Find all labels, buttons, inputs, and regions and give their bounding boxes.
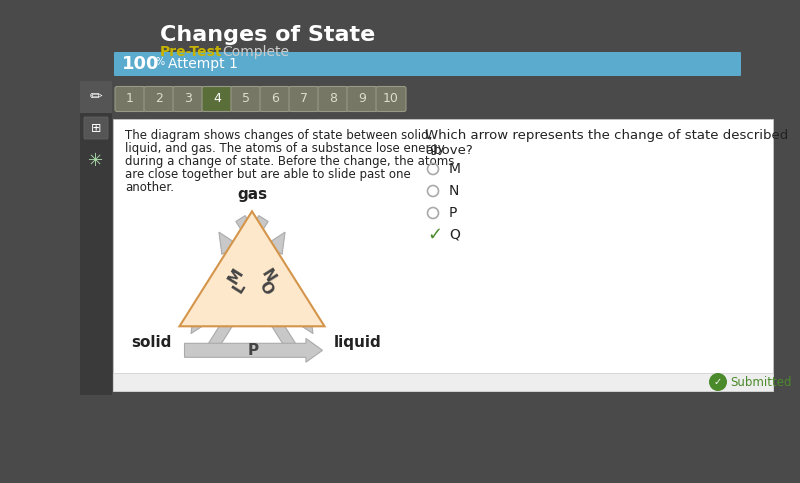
FancyArrow shape [191, 215, 268, 334]
Text: gas: gas [237, 187, 267, 202]
Text: 10: 10 [383, 93, 399, 105]
Text: 6: 6 [271, 93, 279, 105]
Polygon shape [179, 211, 325, 327]
Bar [80, 81, 112, 113]
Text: 7: 7 [300, 93, 308, 105]
FancyBboxPatch shape [231, 86, 261, 112]
Text: 100: 100 [122, 55, 159, 73]
Text: liquid, and gas. The atoms of a substance lose energy: liquid, and gas. The atoms of a substanc… [125, 142, 445, 155]
Text: ✏: ✏ [90, 89, 102, 104]
FancyBboxPatch shape [84, 117, 108, 139]
Text: P: P [449, 206, 458, 220]
Text: during a change of state. Before the change, the atoms: during a change of state. Before the cha… [125, 155, 454, 168]
Text: 3: 3 [184, 93, 192, 105]
Text: ✓: ✓ [714, 377, 722, 387]
Text: 5: 5 [242, 93, 250, 105]
Text: liquid: liquid [334, 335, 382, 350]
Text: O: O [255, 278, 275, 297]
Text: The diagram shows changes of state between solid,: The diagram shows changes of state betwe… [125, 129, 432, 142]
Text: N: N [258, 267, 278, 285]
FancyArrow shape [185, 339, 322, 362]
Text: N: N [449, 184, 459, 198]
Text: Changes of State: Changes of State [160, 25, 375, 45]
Text: are close together but are able to slide past one: are close together but are able to slide… [125, 168, 410, 181]
FancyBboxPatch shape [376, 86, 406, 112]
Text: Which arrow represents the change of state described: Which arrow represents the change of sta… [425, 129, 788, 142]
Text: L: L [231, 280, 249, 296]
FancyBboxPatch shape [347, 86, 377, 112]
Text: another.: another. [125, 181, 174, 194]
Text: P: P [248, 343, 259, 358]
Bar [113, 373, 773, 391]
Bar [113, 119, 773, 391]
Text: 8: 8 [329, 93, 337, 105]
FancyBboxPatch shape [114, 52, 741, 76]
FancyBboxPatch shape [318, 86, 348, 112]
FancyBboxPatch shape [115, 86, 145, 112]
FancyBboxPatch shape [144, 86, 174, 112]
FancyArrow shape [208, 232, 285, 350]
Text: 1: 1 [126, 93, 134, 105]
Text: ⊞: ⊞ [90, 122, 102, 134]
Circle shape [709, 373, 727, 391]
FancyArrow shape [236, 215, 313, 334]
Text: Complete: Complete [222, 45, 289, 59]
Text: Submitted: Submitted [730, 375, 791, 388]
FancyBboxPatch shape [202, 86, 232, 112]
Text: above?: above? [425, 144, 473, 157]
Text: M: M [226, 266, 246, 286]
Text: 4: 4 [213, 93, 221, 105]
Text: ✳: ✳ [89, 152, 103, 170]
Text: %: % [155, 57, 164, 67]
Bar [80, 87, 112, 395]
Text: Pre-Test: Pre-Test [160, 45, 222, 59]
Text: 2: 2 [155, 93, 163, 105]
FancyBboxPatch shape [260, 86, 290, 112]
Text: solid: solid [131, 335, 172, 350]
FancyBboxPatch shape [289, 86, 319, 112]
Text: Attempt 1: Attempt 1 [168, 57, 238, 71]
Text: 9: 9 [358, 93, 366, 105]
FancyBboxPatch shape [173, 86, 203, 112]
Text: Q: Q [449, 228, 460, 242]
Text: ✓: ✓ [427, 226, 442, 244]
Text: M: M [449, 162, 461, 176]
FancyArrow shape [219, 232, 296, 350]
